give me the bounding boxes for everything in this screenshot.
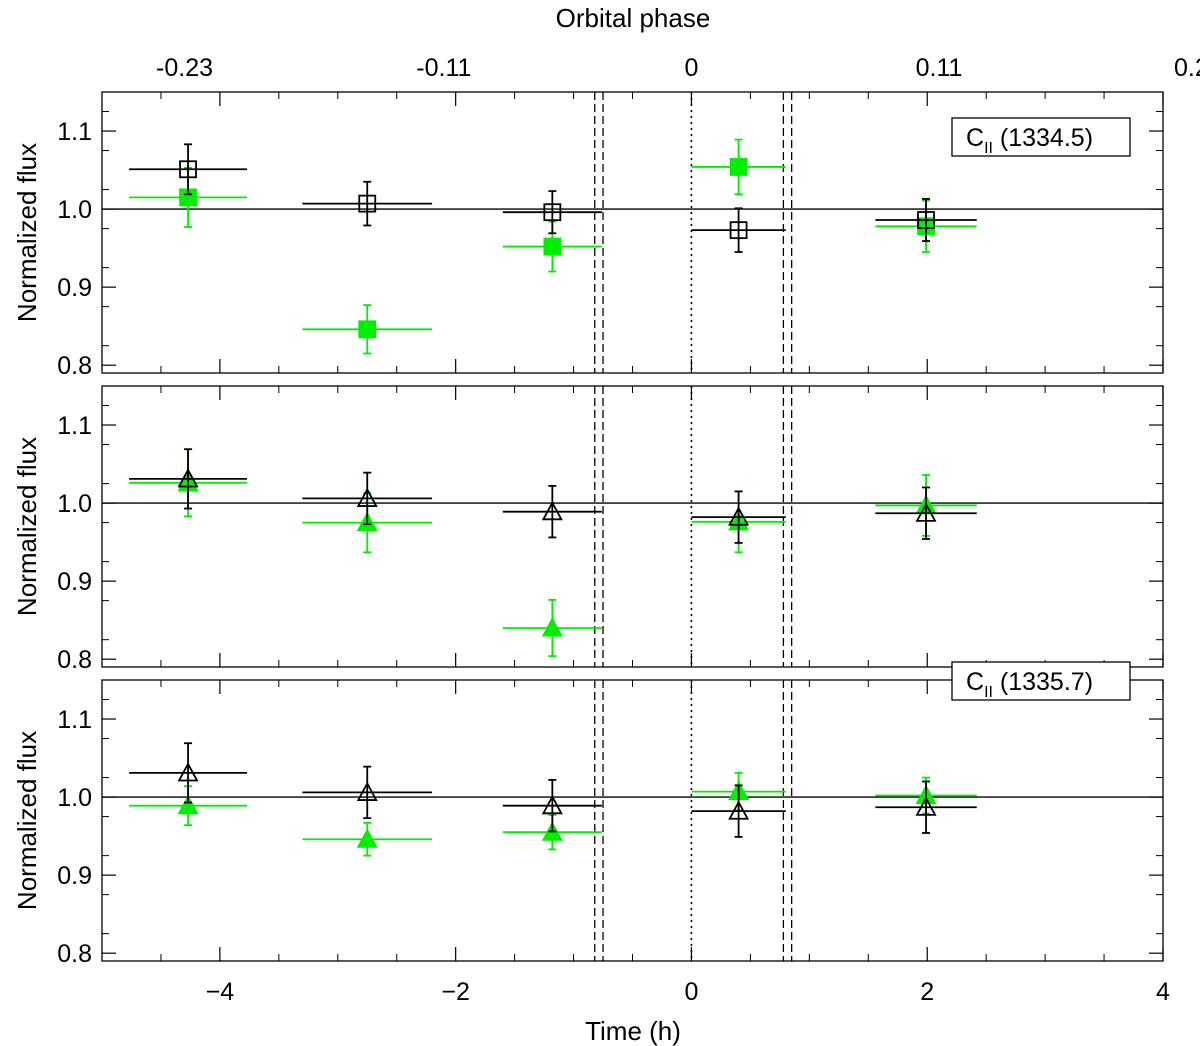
panel-frame [101,385,1164,668]
axis-ticks: −4 −2 0 2 4 -0.23 -0.11 0 0.11 0.23 [156,54,1200,1006]
data-point [691,490,786,544]
data-point [129,143,248,196]
y-tick-label: 0.8 [57,940,92,968]
y-tick-label: 1.1 [57,118,92,146]
point-marker [356,487,378,507]
y-tick-label: 1.0 [57,196,92,224]
x-tick-label: 2 [920,978,934,1006]
y-tick-label: 0.8 [57,646,92,674]
point-marker [177,761,199,782]
point-marker [356,781,378,801]
y-tick-label: 0.9 [57,274,92,302]
legend: CII (1334.5) [951,117,1131,157]
y-tick-label: 1.1 [57,706,92,734]
legend-element: C [966,124,984,152]
data-point [875,486,977,540]
point-marker [915,502,937,522]
point-marker [915,796,937,816]
series-green-filled-triangles [129,448,977,657]
y-axis-title: Normalized flux [12,437,42,616]
point-marker [917,211,935,229]
data-point [302,821,433,857]
y-tick-label: 0.8 [57,352,92,380]
point-marker [358,194,377,213]
legend-box [951,661,1131,701]
y-tick-label: 1.0 [57,784,92,812]
x-tick-label: 0 [684,978,698,1006]
point-marker [543,203,562,222]
data-point [129,785,248,827]
data-point [875,198,977,242]
panel-frame [101,679,1164,962]
panel-3: 0.8 0.9 1.0 1.1 Normalized flux CII (1335.7) [12,661,1164,968]
data-point [502,190,602,235]
legend-label: CII (1335.7) [966,668,1093,701]
point-marker [541,500,563,521]
legend-wavelength: (1335.7) [993,668,1093,696]
data-point [875,780,977,834]
point-marker [543,237,562,256]
legend: CII (1335.7) [951,661,1131,701]
data-point [129,742,248,804]
point-marker [729,221,748,240]
data-point [302,471,433,526]
x-tick-label: 4 [1156,978,1170,1006]
panel-1: 0.8 0.9 1.0 1.1 Normalized flux CII (1334.5) [12,91,1164,380]
top-tick-label: -0.23 [156,54,213,82]
series-black-open-triangles [129,742,977,838]
bottom-axis-title: Time (h) [585,1016,681,1046]
point-marker [177,467,199,488]
y-tick-label: 1.1 [57,412,92,440]
data-point [502,779,602,833]
legend-subscript: II [984,140,993,157]
panel-2: 0.8 0.9 1.0 1.1 Normalized flux [12,385,1164,674]
data-point [302,180,433,227]
point-marker [728,506,750,526]
y-tick-label: 1.0 [57,490,92,518]
point-marker [177,794,199,815]
series-black-open-squares [129,143,977,253]
x-tick-label: −2 [441,978,470,1006]
data-point [502,485,602,539]
top-tick-label: 0.11 [916,54,963,82]
legend-wavelength: (1334.5) [993,124,1093,152]
point-marker [541,794,563,815]
point-marker [356,828,378,848]
top-tick-label: -0.11 [416,54,471,82]
y-axis-title: Normalized flux [12,143,42,322]
legend-subscript: II [984,684,993,701]
series-black-open-triangles [129,448,977,544]
data-point [129,448,248,510]
data-point [302,765,433,820]
point-marker [541,617,563,637]
point-marker [729,158,748,176]
legend-element: C [966,668,984,696]
y-tick-label: 0.9 [57,568,92,596]
data-point [691,138,786,196]
data-point [691,207,786,253]
point-marker [179,160,197,179]
top-tick-label: 0 [684,54,698,82]
legend-box [951,117,1131,157]
series-green-filled-squares [129,138,977,355]
data-point [502,598,602,657]
y-axis-title: Normalized flux [12,731,42,910]
point-marker [358,320,377,339]
legend-label: CII (1334.5) [966,124,1093,157]
top-axis-title: Orbital phase [556,3,711,33]
point-marker [728,800,750,820]
data-point [691,784,786,838]
x-tick-label: −4 [206,978,235,1006]
data-point [302,304,433,355]
y-tick-label: 0.9 [57,862,92,890]
top-tick-label: 0.23 [1174,54,1200,82]
